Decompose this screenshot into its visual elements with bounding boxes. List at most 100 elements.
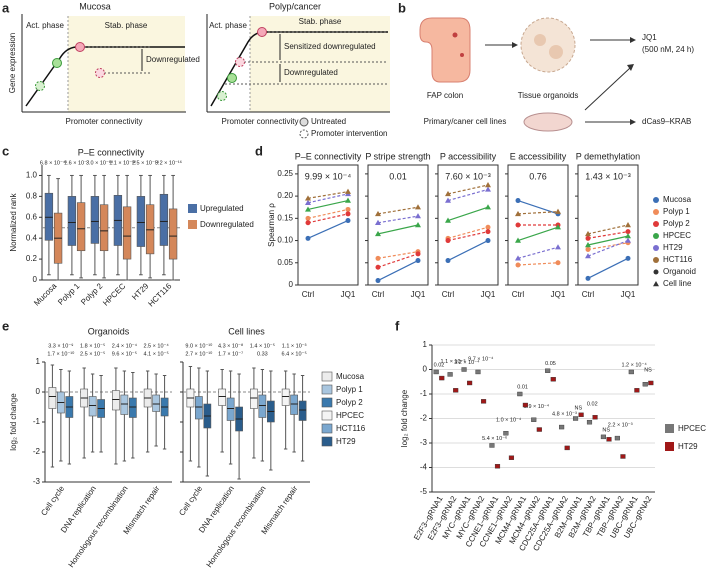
annotation: 0.33 <box>257 351 268 357</box>
annotation: 1.0 × 10⁻⁴ <box>496 417 522 424</box>
y-tick-label: -2 <box>33 447 41 456</box>
polyp <box>452 32 458 38</box>
point <box>375 219 381 225</box>
point <box>515 255 521 261</box>
workflow: FAP colon Tissue organoids Primary/caner… <box>419 17 694 132</box>
x-tick-label: Cell cycle <box>39 484 66 518</box>
x-tick-label: JQ1 <box>411 290 426 299</box>
annotation: 1.4 × 10⁻⁵ <box>250 342 275 349</box>
point <box>445 258 451 264</box>
arrowhead <box>630 37 636 43</box>
annotation: 1.2 × 10⁻⁴ <box>621 361 647 368</box>
point <box>375 278 381 284</box>
box <box>290 394 298 415</box>
frame <box>577 164 639 286</box>
box <box>145 204 155 255</box>
point <box>345 218 351 224</box>
arrowhead <box>630 119 636 125</box>
point <box>555 224 561 230</box>
box <box>648 380 654 386</box>
annotation: 4.8 × 10⁻³ <box>552 412 577 418</box>
legend-label: Mucosa <box>663 195 692 204</box>
point <box>585 242 591 248</box>
x-tick-label: Cell cycle <box>177 484 204 518</box>
annotation: 2.5 × 10⁻⁴ <box>143 342 169 349</box>
line <box>517 211 559 215</box>
x-tick-label: Homologous recombination <box>67 484 130 569</box>
annotation: 6.8 × 10⁻⁴¹ <box>40 159 67 166</box>
point <box>415 251 421 257</box>
point <box>445 217 451 223</box>
arrowhead <box>512 42 518 48</box>
annotation: 3.0 × 10⁻¹⁸ <box>86 159 113 166</box>
legend-swatch <box>188 204 197 213</box>
legend-label: HT29 <box>663 243 683 252</box>
x-tick-label: Mucosa <box>32 281 59 308</box>
point <box>375 264 381 270</box>
x-tick-label: Ctrl <box>442 290 455 299</box>
label: Primary/caner cell lines <box>424 117 507 126</box>
y-tick-label: -1 <box>33 417 41 426</box>
legend-label: Polyp 1 <box>663 207 690 216</box>
line <box>447 206 489 222</box>
box <box>112 390 120 411</box>
label: FAP colon <box>427 91 463 100</box>
point <box>485 229 491 235</box>
point <box>515 198 521 204</box>
x-tick-label: HT29 <box>130 281 151 302</box>
box <box>136 196 146 247</box>
y-tick-label: 0.20 <box>277 191 293 200</box>
title: Mucosa <box>79 1 111 11</box>
point <box>585 253 591 259</box>
schematic-mucosa: Mucosa Act. phase Stab. phase Downregula… <box>8 1 200 126</box>
point <box>555 244 561 250</box>
subplot-title: P–E connectivity <box>295 151 362 161</box>
y-tick-label: -4 <box>420 463 428 472</box>
subplot-title: P demethylation <box>576 151 640 161</box>
annotation: NS <box>644 367 652 373</box>
circle <box>75 42 85 52</box>
legend-circle <box>299 129 309 139</box>
box <box>90 196 100 244</box>
label: dCas9–KRAB <box>642 117 691 126</box>
annotation: 6.4 × 10⁻⁵ <box>282 350 307 357</box>
point <box>305 199 311 205</box>
legend-label: Polyp 2 <box>663 219 690 228</box>
y-tick-label: -3 <box>33 477 41 486</box>
box <box>461 367 467 372</box>
label: Downregulated <box>146 55 200 64</box>
label: Act. phase <box>209 21 247 30</box>
line <box>517 226 559 242</box>
annotation: 1.8 × 10⁻⁵ <box>80 342 105 349</box>
annotation: 1.7 × 10⁻⁷ <box>218 350 243 357</box>
point <box>585 275 591 281</box>
legend-label: Mucosa <box>336 372 365 381</box>
legend-circle <box>299 117 309 127</box>
axis-label: log₂ fold change <box>9 393 18 451</box>
organoid <box>520 17 576 73</box>
x-tick-label: HPCEC <box>101 281 127 307</box>
legend-swatch <box>653 257 659 263</box>
box <box>550 377 556 382</box>
point <box>625 229 631 235</box>
point <box>345 206 351 212</box>
annotation: 4.1 × 10⁻⁵ <box>144 350 169 357</box>
box <box>122 206 132 260</box>
point <box>485 224 491 230</box>
point <box>445 238 451 244</box>
frame <box>297 164 359 286</box>
box <box>44 192 54 241</box>
organoid-cell <box>549 45 563 59</box>
x-tick-label: Ctrl <box>302 290 315 299</box>
point <box>485 186 491 192</box>
annotation: 1.43 × 10⁻³ <box>585 171 631 181</box>
annotation: 1.1 × 10⁻³² <box>109 160 136 166</box>
y-tick-label: 0 <box>36 387 41 396</box>
legend-label: Cell line <box>663 279 692 288</box>
box <box>453 388 459 393</box>
legend-swatch <box>321 410 333 421</box>
line <box>377 251 419 259</box>
y-tick-label: 0.8 <box>26 191 38 200</box>
box <box>494 464 501 469</box>
frame <box>367 164 429 286</box>
